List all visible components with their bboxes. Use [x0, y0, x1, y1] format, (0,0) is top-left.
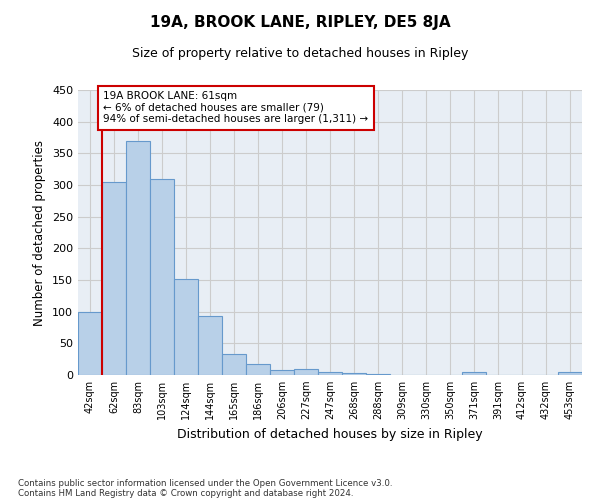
Text: Contains public sector information licensed under the Open Government Licence v3: Contains public sector information licen…	[18, 478, 392, 488]
Bar	[558, 372, 582, 375]
Bar	[246, 364, 270, 375]
Bar	[270, 370, 294, 375]
Bar	[366, 374, 390, 375]
Bar	[318, 372, 342, 375]
Text: Contains HM Land Registry data © Crown copyright and database right 2024.: Contains HM Land Registry data © Crown c…	[18, 488, 353, 498]
Text: 19A BROOK LANE: 61sqm
← 6% of detached houses are smaller (79)
94% of semi-detac: 19A BROOK LANE: 61sqm ← 6% of detached h…	[103, 92, 368, 124]
Bar	[294, 370, 318, 375]
Text: 19A, BROOK LANE, RIPLEY, DE5 8JA: 19A, BROOK LANE, RIPLEY, DE5 8JA	[149, 15, 451, 30]
Bar	[222, 354, 246, 375]
X-axis label: Distribution of detached houses by size in Ripley: Distribution of detached houses by size …	[177, 428, 483, 440]
Text: Size of property relative to detached houses in Ripley: Size of property relative to detached ho…	[132, 48, 468, 60]
Bar	[342, 373, 366, 375]
Bar	[102, 182, 126, 375]
Bar	[462, 372, 486, 375]
Bar	[150, 178, 174, 375]
Y-axis label: Number of detached properties: Number of detached properties	[34, 140, 46, 326]
Bar	[78, 312, 102, 375]
Bar	[174, 278, 198, 375]
Bar	[126, 140, 150, 375]
Bar	[198, 316, 222, 375]
